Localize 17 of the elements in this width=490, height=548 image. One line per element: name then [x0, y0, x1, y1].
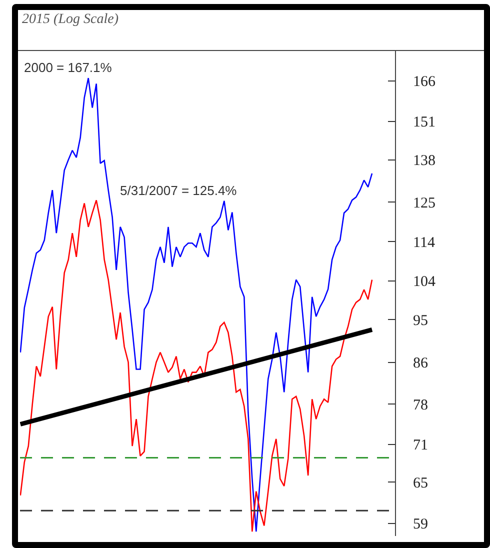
y-tick-label: 166 — [413, 74, 436, 90]
y-tick-label: 104 — [413, 274, 436, 290]
line-series — [20, 77, 373, 532]
y-tick-label: 65 — [413, 475, 428, 492]
y-tick-label: 78 — [413, 397, 428, 414]
y-tick-label: 151 — [413, 114, 436, 131]
y-tick-label: 71 — [413, 438, 428, 454]
annotation: 5/31/2007 = 125.4% — [120, 183, 238, 198]
annotation: 2000 = 167.1% — [24, 60, 112, 75]
line-series — [20, 200, 373, 532]
y-tick-label: 114 — [413, 234, 436, 251]
y-tick-label: 86 — [413, 356, 428, 372]
y-tick-label: 138 — [413, 153, 436, 170]
y-tick-label: 59 — [413, 516, 428, 533]
chart-title: 2015 (Log Scale) — [22, 12, 119, 27]
y-tick-label: 95 — [413, 312, 428, 329]
y-tick-label: 125 — [413, 195, 436, 212]
